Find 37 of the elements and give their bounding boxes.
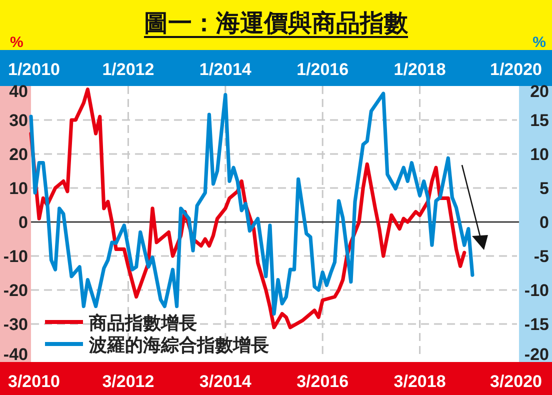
x-tick-label: 3/2018	[394, 372, 446, 391]
x-tick-label: 3/2014	[199, 372, 252, 391]
x-tick-label: 3/2012	[102, 372, 154, 391]
y-tick-label: -20	[524, 345, 549, 364]
y-tick-label: -40	[3, 345, 28, 364]
x-tick-label: 1/2020	[490, 60, 542, 79]
y-tick-label: 10	[530, 145, 549, 164]
y-tick-label: -15	[524, 315, 549, 334]
y-axis-title: %	[532, 34, 546, 51]
x-tick-label: 1/2018	[394, 60, 446, 79]
y-tick-label: -30	[3, 315, 28, 334]
x-tick-label: 3/2020	[490, 372, 542, 391]
y-tick-label: 30	[9, 111, 28, 130]
y-axis-title: %	[10, 34, 24, 51]
y-tick-label: -10	[524, 281, 549, 300]
y-tick-label: 20	[9, 145, 28, 164]
y-tick-label: 10	[9, 179, 28, 198]
chart-title: 圖一：海運價與商品指數	[144, 10, 409, 37]
y-tick-label: -20	[3, 281, 28, 300]
y-tick-label: 5	[540, 179, 549, 198]
x-tick-label: 1/2016	[296, 60, 349, 79]
y-tick-label: 40	[9, 82, 28, 101]
y-tick-label: -10	[3, 247, 28, 266]
legend: 波羅的海綜合指數增長	[45, 335, 269, 355]
x-tick-label: 3/2010	[8, 372, 60, 391]
legend: 商品指數增長	[45, 313, 197, 333]
y-tick-label: 0	[18, 213, 28, 232]
y-tick-label: 0	[540, 213, 549, 232]
x-tick-label: 1/2014	[199, 60, 252, 79]
x-tick-label: 3/2016	[296, 372, 349, 391]
x-tick-label: 1/2010	[8, 60, 60, 79]
y-tick-label: 20	[530, 82, 549, 101]
y-tick-label: -5	[534, 247, 549, 266]
legend-label: 商品指數增長	[88, 313, 197, 333]
y-tick-label: 15	[530, 111, 549, 130]
legend-label: 波羅的海綜合指數增長	[88, 335, 269, 355]
x-tick-label: 1/2012	[102, 60, 154, 79]
